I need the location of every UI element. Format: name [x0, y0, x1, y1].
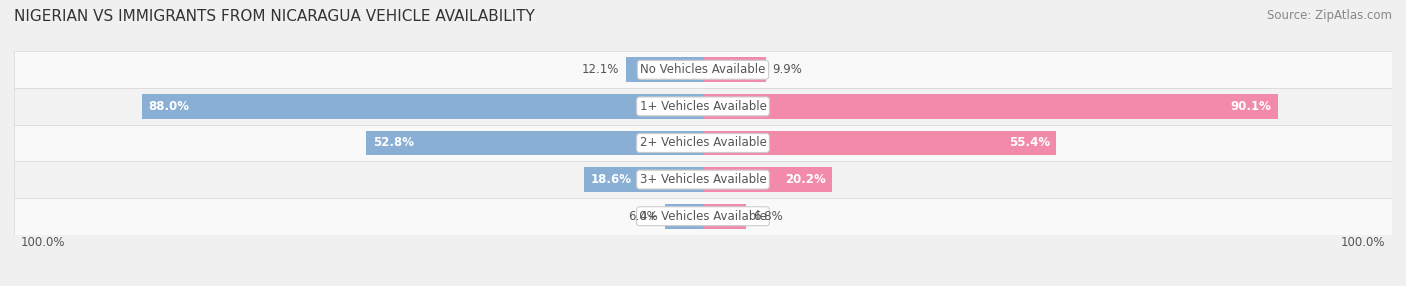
Text: 100.0%: 100.0%: [21, 236, 65, 249]
Bar: [14, 161, 1392, 198]
Text: 18.6%: 18.6%: [591, 173, 631, 186]
Text: 1+ Vehicles Available: 1+ Vehicles Available: [640, 100, 766, 113]
Bar: [703, 130, 1056, 156]
Bar: [703, 94, 1278, 119]
Text: 90.1%: 90.1%: [1230, 100, 1271, 113]
Bar: [626, 57, 703, 82]
Text: 12.1%: 12.1%: [582, 63, 620, 76]
Text: 3+ Vehicles Available: 3+ Vehicles Available: [640, 173, 766, 186]
Bar: [703, 204, 747, 229]
Bar: [366, 130, 703, 156]
Text: 20.2%: 20.2%: [785, 173, 825, 186]
Text: 9.9%: 9.9%: [772, 63, 803, 76]
Text: 55.4%: 55.4%: [1010, 136, 1050, 150]
Text: 2+ Vehicles Available: 2+ Vehicles Available: [640, 136, 766, 150]
Bar: [14, 51, 1392, 88]
Text: 4+ Vehicles Available: 4+ Vehicles Available: [640, 210, 766, 223]
Bar: [14, 125, 1392, 161]
Text: Source: ZipAtlas.com: Source: ZipAtlas.com: [1267, 9, 1392, 21]
Text: 6.0%: 6.0%: [628, 210, 658, 223]
Bar: [665, 204, 703, 229]
Text: 100.0%: 100.0%: [1341, 236, 1385, 249]
Text: 88.0%: 88.0%: [148, 100, 188, 113]
Text: 6.8%: 6.8%: [752, 210, 783, 223]
Bar: [142, 94, 703, 119]
Bar: [585, 167, 703, 192]
Bar: [703, 57, 766, 82]
Text: NIGERIAN VS IMMIGRANTS FROM NICARAGUA VEHICLE AVAILABILITY: NIGERIAN VS IMMIGRANTS FROM NICARAGUA VE…: [14, 9, 534, 23]
Text: No Vehicles Available: No Vehicles Available: [640, 63, 766, 76]
Bar: [14, 88, 1392, 125]
Bar: [14, 198, 1392, 235]
Bar: [703, 167, 832, 192]
Text: 52.8%: 52.8%: [373, 136, 413, 150]
